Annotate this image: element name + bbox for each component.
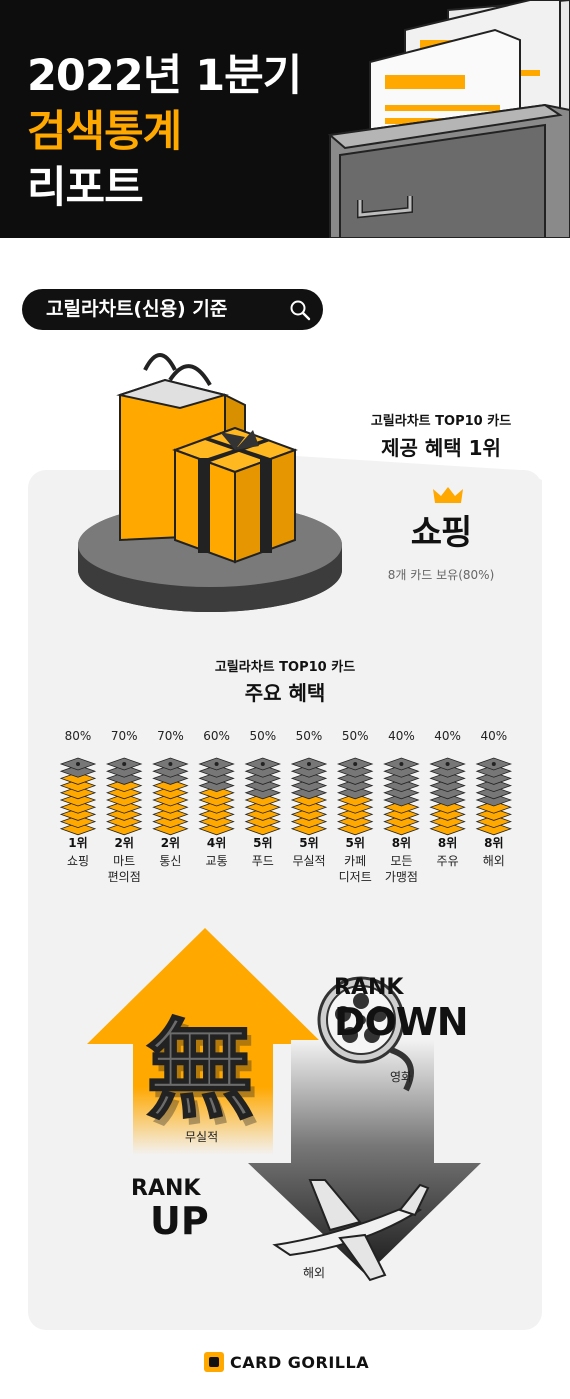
bar-stack — [383, 757, 420, 836]
title-line-3: 리포트 — [27, 163, 144, 213]
bar-top-hole — [260, 762, 265, 766]
brand-name: CARD GORILLA — [230, 1353, 370, 1372]
bar-top-hole — [353, 762, 358, 766]
bar-value-label: 40% — [434, 729, 461, 743]
top-benefit-note: 8개 카드 보유(80%) — [387, 568, 495, 582]
bar-rank-label: 2위 — [161, 836, 180, 850]
title-line-1: 2022년 1분기 — [27, 51, 302, 101]
bar-rank-label: 2위 — [115, 836, 134, 850]
bar-rank-label: 1위 — [68, 836, 87, 850]
bar-category-label: 통신 — [159, 854, 181, 868]
bar-value-label: 70% — [111, 729, 138, 743]
bar-top-hole — [76, 762, 80, 766]
bar-stack — [244, 757, 282, 836]
file-cabinet-illustration — [327, 0, 570, 238]
bar-value-label: 50% — [249, 729, 276, 743]
bar-stack — [429, 757, 466, 836]
bar-stack — [336, 757, 374, 836]
basis-label: 고릴라차트(신용) 기준 — [46, 298, 228, 320]
rank-down-small: RANK — [334, 975, 404, 1000]
bar-stack — [105, 757, 143, 836]
bar-value-label: 40% — [388, 729, 415, 743]
bar-top-hole — [445, 762, 450, 766]
bar-top-hole — [491, 762, 496, 766]
bar-category-label: 가맹점 — [385, 870, 418, 884]
down-item-movie: 영화 — [390, 1070, 413, 1084]
rank-change-illustration: 無 無 — [87, 928, 481, 1282]
bar-category-label: 디저트 — [339, 870, 372, 884]
bar-stack — [198, 757, 235, 836]
bar-rank-label: 5위 — [253, 836, 272, 850]
gorilla-logo-icon — [204, 1352, 224, 1372]
up-glyph-shadow: 無 — [151, 1016, 259, 1141]
bar-rank-label: 5위 — [299, 836, 318, 850]
bar-rank-label: 4위 — [207, 836, 226, 850]
bar-value-label: 50% — [296, 729, 323, 743]
bar-top-hole — [307, 762, 311, 766]
bar-category-label: 쇼핑 — [67, 854, 89, 868]
bar-top-hole — [168, 762, 173, 766]
bar-category-label: 편의점 — [108, 870, 141, 884]
down-item-overseas: 해외 — [303, 1266, 326, 1280]
search-icon — [290, 300, 311, 321]
rank-up-small: RANK — [131, 1176, 201, 1201]
up-glyph: 無 — [146, 1009, 254, 1134]
bar-category-label: 주유 — [437, 854, 459, 868]
rank-up-big: UP — [150, 1199, 209, 1243]
bar-stack — [59, 757, 97, 836]
top-benefit-subtitle: 고릴라차트 TOP10 카드 — [370, 414, 512, 429]
bar-category-label: 교통 — [206, 854, 228, 868]
brand-logo: CARD GORILLA — [204, 1352, 369, 1372]
bar-rank-label: 5위 — [346, 836, 365, 850]
bar-value-label: 40% — [480, 729, 507, 743]
bar-category-label: 푸드 — [252, 854, 274, 868]
shopping-illustration — [78, 353, 342, 612]
bar-category-label: 무실적 — [292, 854, 325, 868]
bar-value-label: 50% — [342, 729, 369, 743]
bar-stack — [290, 757, 328, 836]
bar-category-label: 모든 — [390, 854, 412, 868]
rank-down-big: DOWN — [334, 1000, 469, 1044]
bar-value-label: 70% — [157, 729, 184, 743]
bar-category-label: 해외 — [483, 854, 505, 868]
up-item-no-record: 무실적 — [185, 1130, 219, 1144]
benefits-subtitle: 고릴라차트 TOP10 카드 — [214, 660, 356, 675]
bar-stack — [475, 757, 513, 836]
top-benefit-title: 제공 혜택 1위 — [381, 436, 501, 460]
bar-rank-label: 8위 — [438, 836, 457, 850]
bar-value-label: 60% — [203, 729, 230, 743]
top-benefit-winner: 쇼핑 — [410, 513, 473, 553]
bar-category-label: 마트 — [113, 854, 135, 868]
bar-category-label: 카페 — [344, 854, 366, 868]
basis-pill: 고릴라차트(신용) 기준 — [22, 289, 323, 330]
bar-top-hole — [399, 762, 404, 766]
crown-icon — [433, 487, 463, 503]
bar-top-hole — [214, 762, 219, 766]
bar-rank-label: 8위 — [392, 836, 411, 850]
benefits-title: 주요 혜택 — [244, 681, 326, 705]
bar-value-label: 80% — [65, 729, 92, 743]
title-line-2: 검색통계 — [27, 107, 182, 157]
bar-top-hole — [122, 762, 127, 766]
bar-stack — [152, 757, 189, 836]
header-banner: 2022년 1분기 검색통계 리포트 — [0, 0, 570, 238]
bar-rank-label: 8위 — [484, 836, 503, 850]
